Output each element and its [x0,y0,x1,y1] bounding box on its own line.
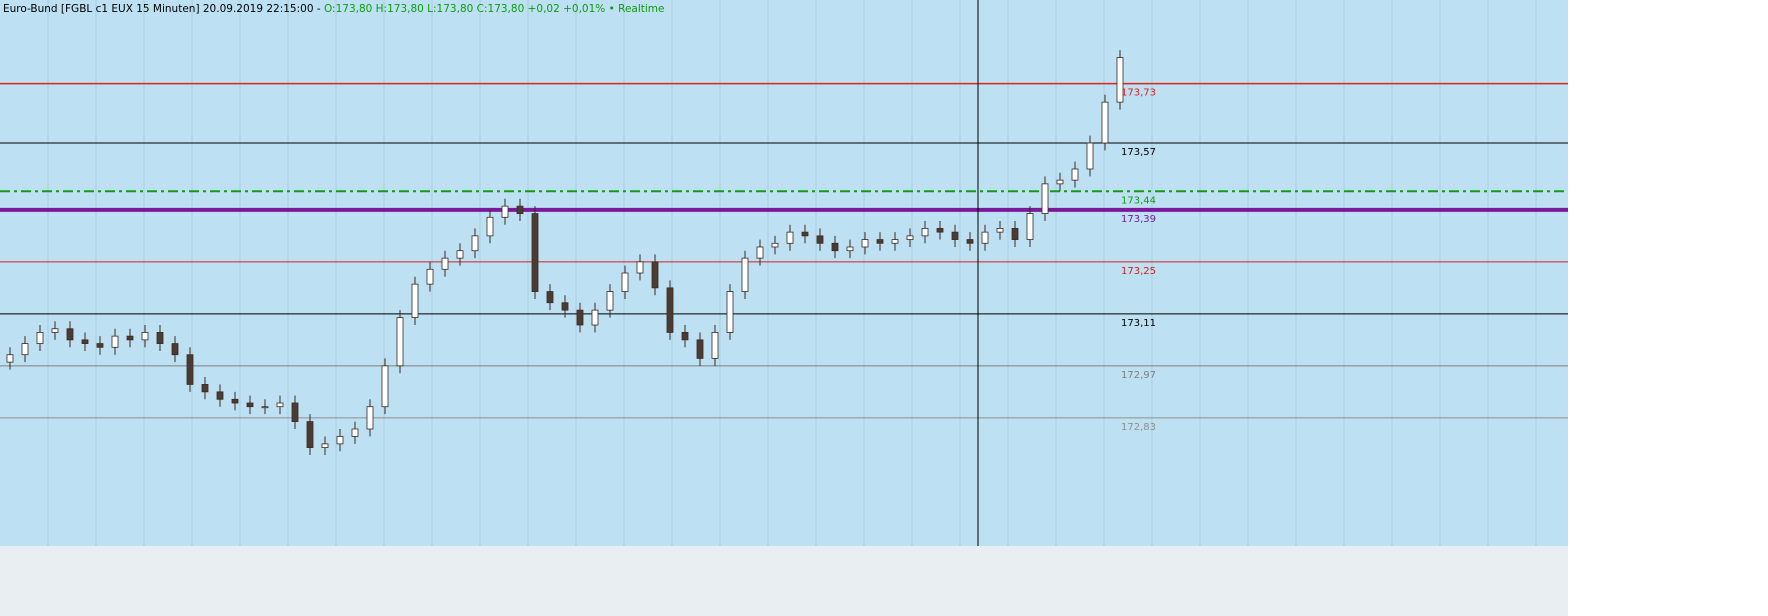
candle-body [546,291,554,304]
candle-body [351,428,359,437]
candle-body [201,384,209,393]
candle-body [951,231,959,240]
candle-body [231,398,239,404]
candle-body [486,216,494,237]
candle-body [981,231,989,244]
candle-body [81,339,89,344]
candle-body [891,239,899,244]
header: Euro-Bund [FGBL c1 EUX 15 Minuten] 20.09… [3,3,665,15]
candle-body [1071,168,1079,181]
candle-body [261,406,269,409]
candle-body [876,239,884,244]
candle-body [636,261,644,274]
candle-body [861,239,869,248]
candle-body [156,332,164,344]
levels: 173,73 173,57 173,44 173,39 173,25 173,11 172,… [0,82,1568,433]
candle-body [576,309,584,326]
y-tick-label: 173,57 [1121,147,1156,158]
candle-body [471,235,479,252]
candle-body [216,391,224,400]
candle-body [306,421,314,448]
candle-body [1026,213,1034,240]
header-name: Euro-Bund [FGBL c1 EUX 15 Minuten] 20.09… [3,3,321,15]
candle-body [711,332,719,359]
candles [6,50,1124,455]
y-tick-label: 172,83 [1121,422,1156,433]
y-tick-label: 173,11 [1121,318,1156,329]
candle-body [396,317,404,367]
header-quote: O:173,80 H:173,80 L:173,80 C:173,80 +0,0… [324,3,605,15]
candle-body [771,242,779,248]
candle-body [96,343,104,348]
candle-body [846,246,854,252]
candle-body [186,354,194,385]
candle-body [966,239,974,244]
candle-body [786,231,794,244]
candle-body [381,365,389,408]
candle-body [66,328,74,341]
y-tick-label: 173,44 [1121,195,1156,206]
candle-body [366,406,374,430]
candle-body [411,283,419,318]
candle-body [111,335,119,348]
candle-body [756,246,764,259]
candle-body [666,287,674,333]
candle-body [1056,179,1064,185]
candle-body [36,332,44,344]
candle-body [141,332,149,341]
candle-body [906,235,914,240]
candle-body [21,343,29,356]
candle-body [171,343,179,356]
candle-body [501,205,509,218]
candle-body [696,339,704,359]
candle-body [801,231,809,237]
plot-background [0,0,1568,546]
y-tick-label: 172,97 [1121,370,1156,381]
candle-body [456,250,464,259]
candle-body [606,291,614,311]
candle-body [726,291,734,333]
candle-body [426,268,434,285]
candle-body [621,272,629,292]
candle-body [936,228,944,233]
candle-body [831,242,839,252]
candle-body [741,257,749,292]
candle-body [246,402,254,408]
candle-body [531,213,539,292]
y-tick-label: 173,25 [1121,266,1156,277]
candle-body [1116,57,1124,103]
candle-body [651,261,659,289]
candle-body [276,402,284,408]
candle-body [51,328,59,333]
candle-body [291,402,299,422]
candle-body [126,335,134,341]
candle-body [591,309,599,326]
header-status: • Realtime [609,3,665,15]
candle-body [681,332,689,341]
candle-body [921,228,929,237]
y-tick-label: 173,39 [1121,214,1156,225]
candle-body [1086,142,1094,170]
candle-body [6,354,14,363]
candle-body [996,228,1004,233]
candle-body [441,257,449,270]
candle-body [1101,101,1109,144]
candle-body [816,235,824,244]
candle-body [1011,228,1019,240]
y-tick-label: 173,73 [1121,88,1156,99]
candle-body [321,443,329,448]
candle-body [336,436,344,445]
candle-body [516,205,524,214]
candle-body [1041,183,1049,214]
footer-area [0,546,1568,616]
candle-body [561,302,569,311]
